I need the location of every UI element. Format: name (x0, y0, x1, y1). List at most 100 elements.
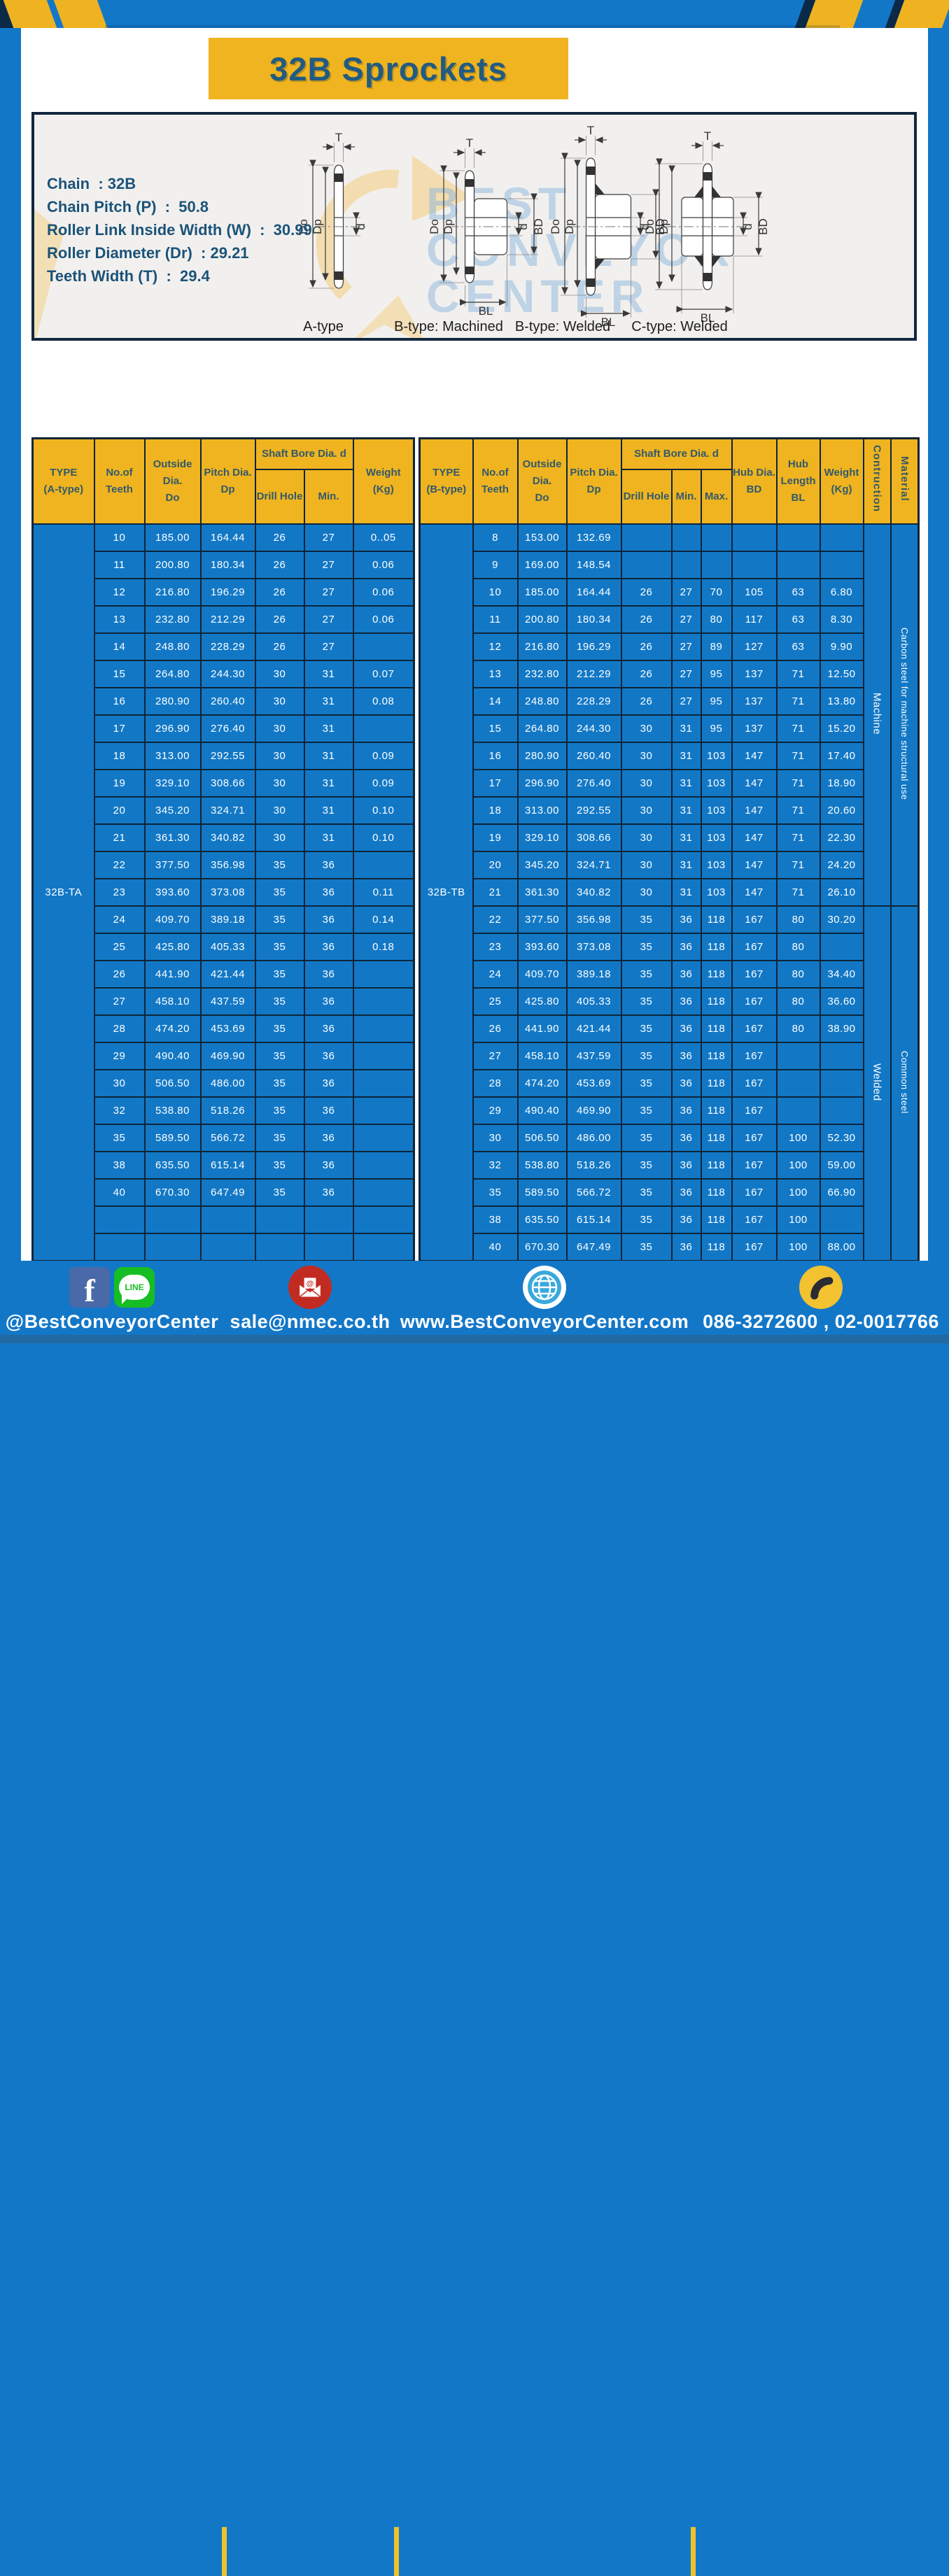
table-cell: 38.90 (819, 1014, 864, 1043)
table-cell (352, 987, 415, 1016)
col-header-hub-dia: Hub Dia. BD (731, 437, 778, 525)
table-cell: 71 (775, 823, 821, 852)
col-header-weight: Weight (Kg) (352, 437, 415, 525)
table-cell: 36 (670, 987, 702, 1016)
table-cell: 538.80 (516, 1151, 568, 1180)
table-row: 24 409.70 389.18 35 36 0.14 (33, 905, 415, 934)
dim-label-d: d (516, 223, 530, 229)
table-row: 30 506.50 486.00 35 36 118 167 100 52.30 (420, 1124, 919, 1152)
dim-label-bd: BD (757, 218, 770, 235)
col-header-outside-dia: Outside Dia. Do (516, 437, 568, 525)
table-cell (700, 523, 733, 552)
table-cell: 35 (93, 1124, 146, 1152)
table-cell: 216.80 (143, 578, 202, 607)
table-cell: 70 (700, 578, 733, 607)
table-cell: 345.20 (516, 851, 568, 879)
table-cell: 18 (472, 796, 519, 825)
table-cell: 474.20 (143, 1014, 202, 1043)
table-cell: 24 (93, 905, 146, 934)
table-cell: 52.30 (819, 1124, 864, 1152)
table-cell: 31 (670, 742, 702, 770)
footer-website-group: www.BestConveyorCenter.com (396, 1261, 693, 1335)
col-header-hub-length: Hub Length BL (775, 437, 821, 525)
table-cell: 167 (731, 1233, 778, 1262)
table-cell: 13 (93, 605, 146, 634)
vertical-label: Carbon steel for machine structural use (899, 627, 910, 800)
table-cell: 40 (472, 1233, 519, 1262)
table-cell: 147 (731, 851, 778, 879)
table-cell: 35 (620, 1151, 673, 1180)
table-cell: 17.40 (819, 742, 864, 770)
dim-label-do: Do (549, 219, 562, 234)
dim-label-t: T (587, 124, 594, 137)
table-cell: 32B-TA (31, 523, 95, 1262)
table-cell: 27 (670, 687, 702, 716)
table-cell (352, 1096, 415, 1125)
table-cell: 147 (731, 742, 778, 770)
table-cell: 308.66 (199, 769, 256, 798)
table-cell: 30 (620, 796, 673, 825)
table-cell: 100 (775, 1124, 821, 1152)
table-cell: 80 (700, 605, 733, 634)
table-cell: 0.08 (352, 687, 415, 716)
table-cell: 100 (775, 1178, 821, 1207)
table-cell: 35 (254, 851, 305, 879)
table-cell: 35 (620, 1233, 673, 1262)
table-cell: 292.55 (199, 742, 256, 770)
sprocket-diagram-box: BEST CONVEYOR CENTER T Do Dp (31, 112, 917, 341)
table-cell: 22.30 (819, 823, 864, 852)
table-row: 21 361.30 340.82 30 31 103 147 71 26.10 (420, 878, 919, 907)
table-cell: 63 (775, 632, 821, 661)
footer-email-icons: @ (288, 1265, 332, 1310)
table-cell: 89 (700, 632, 733, 661)
table-cell: 260.40 (565, 742, 622, 770)
table-cell: 27 (303, 632, 354, 661)
col-header-teeth: No.of Teeth (93, 437, 146, 525)
table-cell: 244.30 (199, 660, 256, 688)
table-row: 22 377.50 356.98 35 36 118 167 80 30.20 Welded Com… (420, 905, 920, 1262)
table-row: 18 313.00 292.55 30 31 0.09 (33, 742, 415, 770)
table-cell: 103 (700, 851, 733, 879)
table-cell (670, 551, 702, 579)
table-cell: 167 (731, 1096, 778, 1125)
table-row: 25 425.80 405.33 35 36 0.18 (33, 933, 415, 961)
table-cell: 164.44 (565, 578, 622, 607)
table-cell: 27 (670, 632, 702, 661)
table-cell: 36 (303, 851, 354, 879)
table-cell: 31 (303, 742, 354, 770)
col-header-type: TYPE (A-type) (31, 437, 95, 525)
table-cell: 469.90 (565, 1096, 622, 1125)
table-cell: 389.18 (565, 960, 622, 989)
table-cell: 167 (731, 905, 778, 934)
contact-footer: f LINE @BestConveyorCenter @ sale@nmec.c… (0, 1261, 949, 2576)
table-row: 24 409.70 389.18 35 36 118 167 80 34.40 (420, 960, 919, 989)
table-cell: 36 (670, 1124, 702, 1152)
table-cell: 31 (303, 714, 354, 743)
col-header-type: TYPE (B-type) (419, 437, 474, 525)
table-cell: 0.09 (352, 769, 415, 798)
table-cell (254, 1205, 305, 1234)
dim-label-d: d (638, 223, 652, 229)
table-row: 11 200.80 180.34 26 27 80 117 63 8.30 (420, 605, 919, 634)
table-cell: 35 (620, 1014, 673, 1043)
table-cell: 458.10 (143, 987, 202, 1016)
table-cell: 393.60 (516, 933, 568, 961)
table-cell: 196.29 (199, 578, 256, 607)
table-row: 23 393.60 373.08 35 36 0.11 (33, 878, 415, 907)
table-cell: 36 (303, 878, 354, 907)
table-cell: 40 (93, 1178, 146, 1207)
table-cell: 35 (620, 1042, 673, 1070)
table-cell: 296.90 (516, 769, 568, 798)
table-cell: 35 (620, 1205, 673, 1234)
table-cell: 373.08 (199, 878, 256, 907)
table-cell: 324.71 (565, 851, 622, 879)
table-cell (143, 1205, 202, 1234)
table-row: 13 232.80 212.29 26 27 0.06 (33, 605, 415, 634)
table-cell: 118 (700, 1205, 733, 1234)
table-cell: 15.20 (819, 714, 864, 743)
table-cell: 147 (731, 796, 778, 825)
table-cell: 8 (472, 523, 519, 552)
table-cell: 36 (303, 1014, 354, 1043)
table-cell: 19 (472, 823, 519, 852)
table-cell: 71 (775, 687, 821, 716)
